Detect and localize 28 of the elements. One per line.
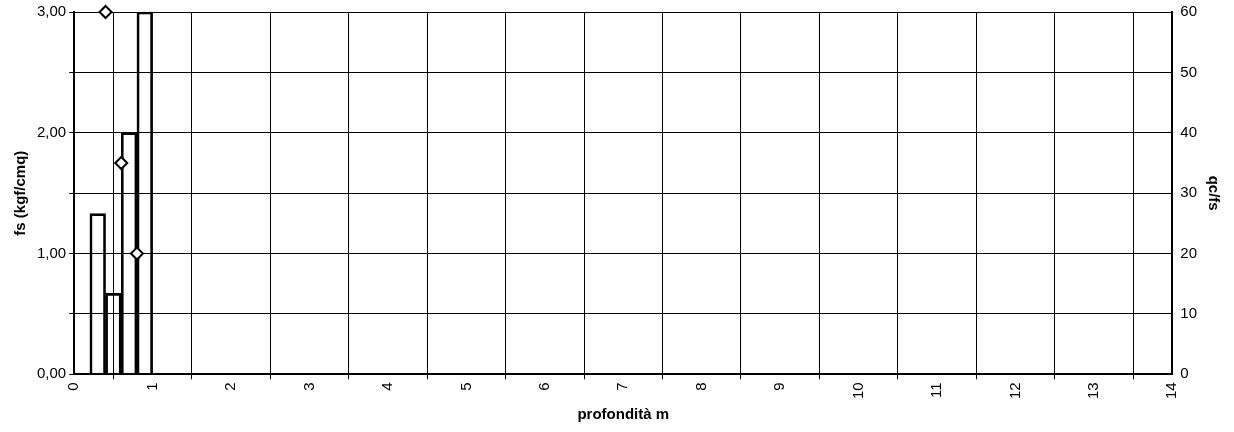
x-tick-label: 9 <box>770 382 788 391</box>
y2-axis-title: qc/fs <box>1205 175 1223 211</box>
x-tick-label: 5 <box>456 382 474 391</box>
x-axis-title: profondità m <box>577 405 670 423</box>
y2-tick-label: 40 <box>1180 122 1197 140</box>
x-tick-label: 12 <box>1005 382 1023 399</box>
y-tick-label: 3,00 <box>36 2 67 20</box>
x-tick-label: 14 <box>1162 382 1180 399</box>
y2-tick-label: 10 <box>1180 304 1197 322</box>
x-tick-label: 6 <box>534 382 552 391</box>
y2-tick-label: 30 <box>1180 183 1197 201</box>
x-tick-label: 3 <box>299 382 317 391</box>
x-tick-label: 1 <box>142 382 160 391</box>
x-tick-label: 10 <box>848 382 866 399</box>
y-tick-label: 1,00 <box>36 243 67 261</box>
y-axis-title: fs (kgf/cmq) <box>11 150 29 236</box>
x-tick-label: 2 <box>221 382 239 391</box>
x-tick-label: 4 <box>378 382 396 391</box>
x-tick-label: 7 <box>613 382 631 391</box>
x-tick-label: 8 <box>691 382 709 391</box>
y2-tick-label: 20 <box>1180 243 1197 261</box>
y-tick-label: 0,00 <box>36 364 67 382</box>
x-tick-label: 0 <box>64 382 82 391</box>
x-tick-label: 11 <box>927 382 945 398</box>
y-tick-label: 2,00 <box>36 122 67 140</box>
y2-tick-label: 50 <box>1180 62 1197 80</box>
y2-tick-label: 60 <box>1180 2 1197 20</box>
x-tick-label: 13 <box>1084 382 1102 399</box>
